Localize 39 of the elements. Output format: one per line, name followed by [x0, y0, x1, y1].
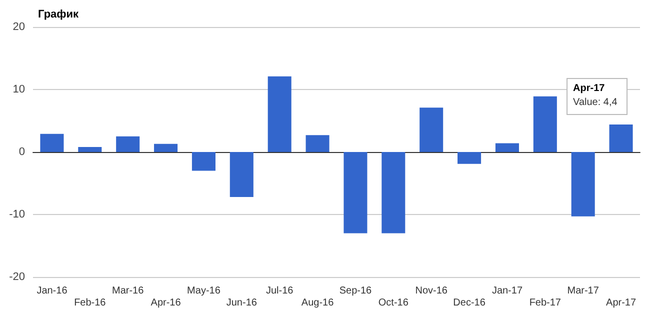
x-tick-label: Jun-16	[226, 298, 258, 308]
x-tick-label: Jul-16	[266, 286, 294, 296]
bar	[533, 96, 557, 152]
chart-title: График	[38, 8, 80, 20]
x-tick-label: Apr-17	[606, 298, 636, 308]
x-tick-label: Dec-16	[453, 298, 486, 308]
bar	[495, 143, 519, 152]
x-tick-label: May-16	[187, 286, 221, 296]
x-tick-label: Mar-16	[112, 286, 144, 296]
x-tick-label: Mar-17	[567, 286, 600, 296]
x-tick-label: Apr-16	[150, 298, 182, 308]
bar	[458, 152, 482, 164]
bar	[344, 152, 368, 234]
bar	[230, 152, 254, 197]
y-tick-label: -10	[9, 208, 25, 220]
bar	[192, 152, 216, 171]
y-tick-label: 10	[12, 84, 25, 96]
bar	[154, 144, 178, 152]
x-tick-label: Oct-16	[378, 298, 409, 308]
x-tick-label: Sep-16	[339, 286, 372, 296]
y-tick-label: 20	[12, 21, 25, 33]
x-tick-label: Feb-16	[74, 298, 106, 308]
bar	[116, 136, 140, 152]
x-tick-label: Jan-17	[492, 286, 523, 296]
bar	[40, 134, 64, 152]
y-tick-label: 0	[18, 146, 25, 158]
x-tick-label: Nov-16	[415, 286, 448, 296]
bar	[306, 135, 330, 152]
x-tick-label: Jan-16	[36, 286, 68, 296]
bar	[268, 76, 292, 152]
bar	[420, 108, 444, 152]
bar	[78, 147, 102, 152]
y-tick-label: -20	[9, 271, 25, 283]
annotation: Apr-17 Value: 4,4	[573, 83, 618, 108]
bar	[609, 124, 633, 152]
bar	[571, 152, 595, 216]
x-tick-label: Aug-16	[301, 298, 334, 308]
bar	[382, 152, 406, 234]
x-tick-label: Feb-17	[529, 298, 562, 308]
